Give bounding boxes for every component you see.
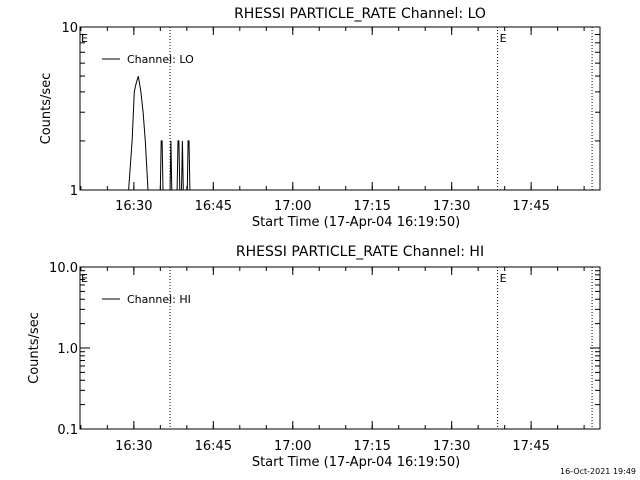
x-tick-label: 17:45: [512, 199, 549, 214]
x-tick-label: 17:45: [512, 439, 549, 454]
y-tick-label: 10: [61, 21, 78, 36]
x-axis-label: Start Time (17-Apr-04 16:19:50): [252, 455, 460, 470]
x-tick-label: 17:30: [433, 199, 470, 214]
data-series-line-1: [80, 75, 600, 191]
y-tick-label: 1: [70, 184, 78, 199]
y-tick-label: 1.0: [57, 342, 78, 357]
x-tick-label: 17:30: [433, 439, 470, 454]
x-tick-label: 17:00: [274, 439, 311, 454]
y-tick-label: 10.0: [49, 261, 78, 276]
x-tick-label: 16:30: [115, 439, 152, 454]
chart-panel-2: RHESSI PARTICLE_RATE Channel: HI 16:30 16:…: [27, 244, 601, 470]
x-tick-label: 16:45: [195, 439, 232, 454]
chart-title: RHESSI PARTICLE_RATE Channel: HI: [236, 244, 484, 260]
chart-title: RHESSI PARTICLE_RATE Channel: LO: [234, 6, 486, 22]
x-tick-label: 17:15: [353, 439, 390, 454]
x-tick-label: 17:15: [353, 199, 390, 214]
legend-label: Channel: HI: [127, 293, 191, 306]
timestamp-label: 16-Oct-2021 19:49: [560, 467, 636, 476]
x-tick-label: 16:30: [115, 199, 152, 214]
y-axis-label: Counts/sec: [27, 312, 42, 384]
chart-panel-1: RHESSI PARTICLE_RATE Channel: LO 16:30 16:…: [39, 6, 601, 230]
y-tick-label: 0.1: [57, 423, 78, 438]
x-tick-label: 16:45: [195, 199, 232, 214]
event-marker-label: E: [500, 272, 507, 285]
plot-frame: [79, 266, 601, 430]
edge-label-left: E: [81, 32, 88, 45]
legend-label: Channel: LO: [127, 53, 194, 66]
edge-label-left: E: [81, 272, 88, 285]
x-axis-label: Start Time (17-Apr-04 16:19:50): [252, 215, 460, 230]
x-tick-label: 17:00: [274, 199, 311, 214]
y-axis-label: Counts/sec: [39, 73, 54, 145]
plot-frame: [79, 26, 601, 191]
event-marker-label: E: [500, 32, 507, 45]
